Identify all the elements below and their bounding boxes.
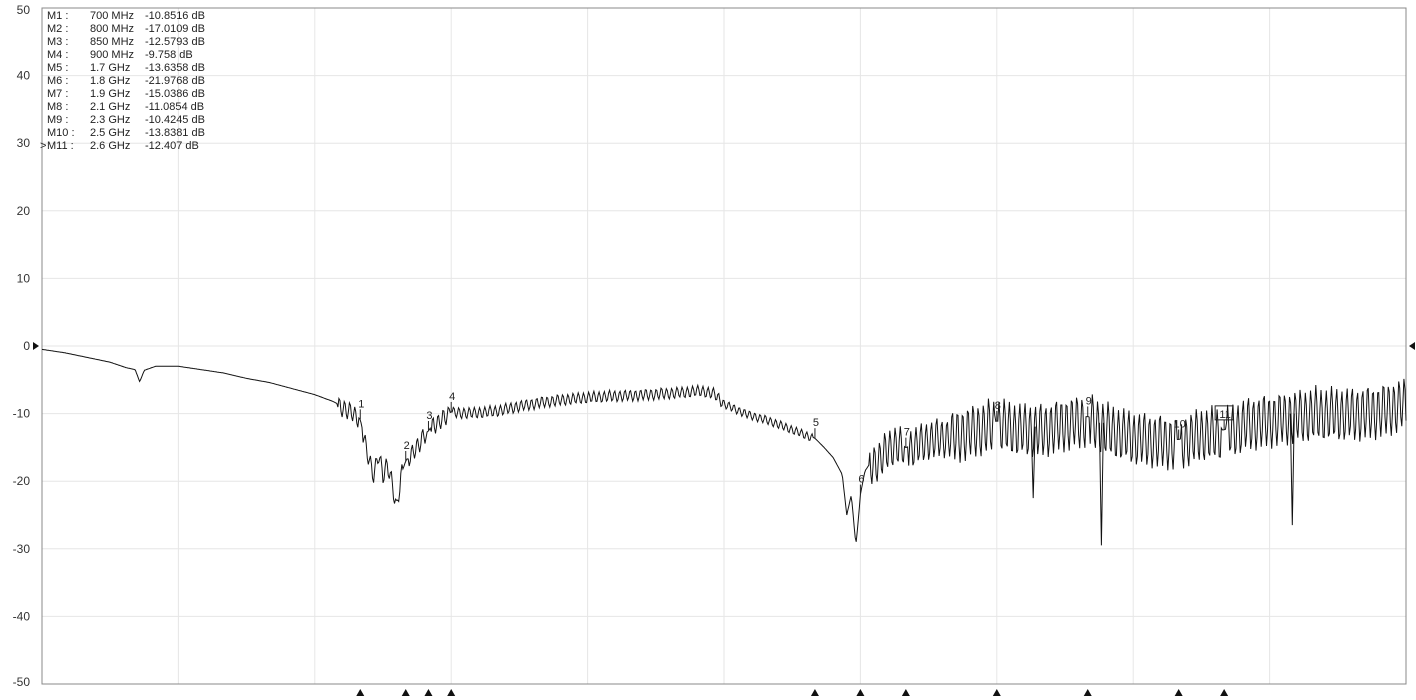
marker-value: -13.8381 dB [145, 127, 205, 139]
marker-id: M9 : [47, 114, 68, 126]
marker-frequency: 2.1 GHz [90, 101, 130, 113]
marker-number-label: 10 [1174, 419, 1186, 431]
marker-number-label: 3 [426, 410, 432, 422]
y-tick-label: 0 [23, 339, 30, 353]
marker-id: M8 : [47, 101, 68, 113]
active-marker-box [1214, 405, 1234, 421]
marker-readout-row: M6 : 1.8 GHz -21.9768 dB [47, 75, 205, 87]
marker-id: M4 : [47, 49, 68, 61]
marker-value: -13.6358 dB [145, 62, 205, 74]
y-tick-label: -30 [13, 542, 31, 556]
marker-position-triangle [401, 689, 410, 696]
marker-value: -10.4245 dB [145, 114, 205, 126]
marker-id: M3 : [47, 36, 68, 48]
plot-frame [41, 7, 1407, 685]
marker-value: -15.0386 dB [145, 88, 205, 100]
marker-position-triangle [1220, 689, 1229, 696]
marker-position-triangle [810, 689, 819, 696]
marker-frequency: 1.9 GHz [90, 88, 130, 100]
marker-value: -11.0854 dB [145, 101, 204, 113]
marker-number-label: 6 [858, 474, 864, 486]
marker-id: M1 : [47, 10, 68, 22]
marker-readout-row: > M11 : 2.6 GHz -12.407 dB [40, 140, 199, 152]
marker-readout-row: M2 : 800 MHz -17.0109 dB [47, 23, 205, 35]
marker-number-label: 8 [995, 400, 1001, 412]
marker-value: -21.9768 dB [145, 75, 205, 87]
marker-id: M2 : [47, 23, 68, 35]
marker-frequency: 2.6 GHz [90, 140, 130, 152]
y-tick-label: -10 [13, 407, 31, 421]
marker-frequency: 900 MHz [90, 49, 134, 61]
marker-position-triangle [856, 689, 865, 696]
marker-readout-row: M7 : 1.9 GHz -15.0386 dB [47, 88, 205, 100]
active-marker-indicator: > [40, 140, 46, 152]
trace-line [41, 348, 1407, 546]
marker-number-label: 9 [1086, 395, 1092, 407]
reference-level-right-arrow [1409, 342, 1415, 350]
marker-position-triangle [992, 689, 1001, 696]
marker-value: -9.758 dB [145, 49, 193, 61]
marker-id: M5 : [47, 62, 68, 74]
marker-frequency: 1.8 GHz [90, 75, 130, 87]
marker-frequency: 2.3 GHz [90, 114, 130, 126]
reference-level-arrows [33, 342, 1415, 350]
marker-frequency: 850 MHz [90, 36, 134, 48]
marker-number-label: 7 [904, 427, 910, 439]
marker-frequency: 700 MHz [90, 10, 134, 22]
marker-readout-row: M8 : 2.1 GHz -11.0854 dB [47, 101, 204, 113]
marker-value: -12.407 dB [145, 140, 199, 152]
marker-frequency: 1.7 GHz [90, 62, 130, 74]
marker-number-label: 2 [404, 440, 410, 452]
marker-id: M11 : [47, 140, 74, 152]
marker-id: M10 : [47, 127, 75, 139]
marker-readout-row: M9 : 2.3 GHz -10.4245 dB [47, 114, 205, 126]
horizontal-gridlines [42, 75, 1406, 617]
marker-readout-row: M10 : 2.5 GHz -13.8381 dB [47, 127, 205, 139]
marker-number-label: 5 [813, 417, 819, 429]
marker-readout-row: M3 : 850 MHz -12.5793 dB [47, 36, 205, 48]
marker-readout-row: M1 : 700 MHz -10.8516 dB [47, 10, 205, 22]
marker-position-triangle [901, 689, 910, 696]
y-tick-label: -50 [13, 675, 31, 689]
marker-number-label: 1 [358, 398, 364, 410]
marker-number-label: 4 [449, 391, 455, 403]
y-tick-label: 30 [17, 136, 31, 150]
marker-readout-table: M1 : 700 MHz -10.8516 dB M2 : 800 MHz -17.010… [40, 10, 205, 152]
marker-number-label: 11 [1219, 409, 1230, 421]
y-tick-label: 40 [17, 69, 31, 83]
marker-value: -17.0109 dB [145, 23, 205, 35]
trace-marker-labels: 1 2 3 4 5 6 7 8 9 10 11 [358, 391, 1234, 495]
y-tick-label: -20 [13, 474, 31, 488]
marker-position-triangle [1174, 689, 1183, 696]
marker-position-triangle [447, 689, 456, 696]
marker-position-triangle [424, 689, 433, 696]
y-tick-label: 10 [17, 271, 31, 285]
marker-readout-row: M5 : 1.7 GHz -13.6358 dB [47, 62, 205, 74]
y-axis-tick-labels: 50 40 30 20 10 0 -10 -20 -30 -40 -50 [13, 3, 31, 689]
marker-value: -10.8516 dB [145, 10, 205, 22]
marker-frequency: 800 MHz [90, 23, 134, 35]
y-tick-label: 50 [17, 3, 31, 17]
marker-readout-row: M4 : 900 MHz -9.758 dB [47, 49, 193, 61]
marker-id: M6 : [47, 75, 68, 87]
marker-position-triangle [1083, 689, 1092, 696]
y-tick-label: 20 [17, 204, 31, 218]
marker-value: -12.5793 dB [145, 36, 205, 48]
marker-position-triangles [356, 689, 1229, 696]
reference-level-left-arrow [33, 342, 39, 350]
y-tick-label: -40 [13, 609, 31, 623]
marker-position-triangle [356, 689, 365, 696]
marker-frequency: 2.5 GHz [90, 127, 130, 139]
marker-id: M7 : [47, 88, 68, 100]
